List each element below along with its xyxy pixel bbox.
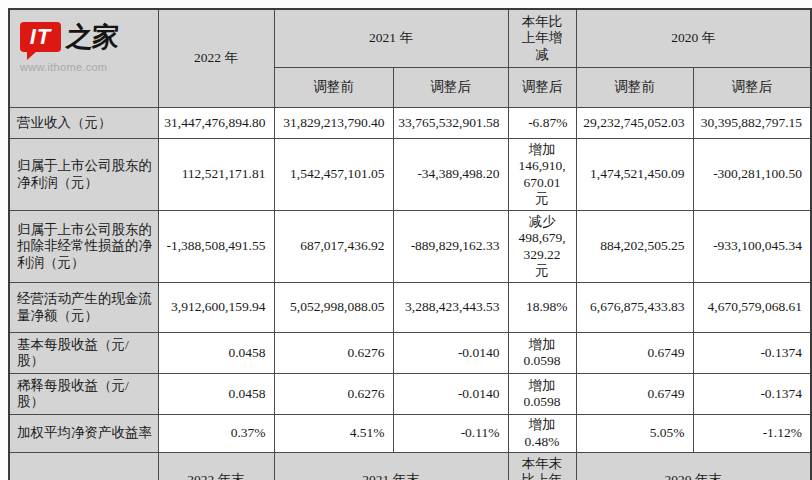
value-cell: -0.1374 [693,333,811,374]
header-change-yoy: 本年比 上年增 减 [508,9,576,68]
value-cell: -34,389,498.20 [393,139,508,211]
table-row: 稀释每股收益（元/股） 0.0458 0.6276 -0.0140 增加 0.0… [9,374,811,415]
financial-table-screenshot: IT 之家 www.ithome.com 2022 年 2021 年 本年比 上… [0,0,812,480]
value-cell: 884,202,505.25 [576,211,693,283]
ithome-logo-url: www.ithome.com [20,59,157,76]
value-cell: 31,829,213,790.40 [274,108,393,139]
value-cell: 30,395,882,797.15 [693,108,811,139]
row-label: 基本每股收益（元/股） [9,333,158,374]
value-cell: -300,281,100.50 [693,139,811,211]
row-label: 加权平均净资产收益率 [9,415,158,453]
value-cell: 687,017,436.92 [274,211,393,283]
value-cell: 0.0458 [158,374,274,415]
row-label: 归属于上市公司股东的 扣除非经常性损益的净 利润（元） [9,211,158,283]
change-cell: 增加 0.0598 [508,333,576,374]
value-cell: 0.6749 [576,374,693,415]
footer-change-eoy: 本年末 比上年 末增减 [508,453,576,480]
value-cell: 0.6749 [576,333,693,374]
subheader-2021-adj-before: 调整前 [274,68,393,108]
value-cell: -0.1374 [693,374,811,415]
footer-year-2022-end: 2022 年末 [158,453,274,480]
subheader-change-adj-after: 调整后 [508,68,576,108]
ithome-logo-brand-text: 之家 [65,29,118,46]
logo-cell: IT 之家 www.ithome.com [9,9,158,108]
change-cell: 增加 0.48% [508,415,576,453]
value-cell: 0.6276 [274,374,393,415]
footer-year-2021-end: 2021 年末 [274,453,508,480]
row-label: 经营活动产生的现金流 量净额（元） [9,283,158,333]
table-row: 归属于上市公司股东的 净利润（元） 112,521,171.81 1,542,4… [9,139,811,211]
row-label: 营业收入（元） [9,108,158,139]
change-cell: -6.87% [508,108,576,139]
header-year-2020: 2020 年 [576,9,811,68]
change-cell: 减少 498,679, 329.22 元 [508,211,576,283]
footer-year-2020-end: 2020 年末 [576,453,811,480]
value-cell: 4,670,579,068.61 [693,283,811,333]
value-cell: 5,052,998,088.05 [274,283,393,333]
subheader-2020-adj-after: 调整后 [693,68,811,108]
value-cell: 6,676,875,433.83 [576,283,693,333]
value-cell: -1,388,508,491.55 [158,211,274,283]
value-cell: 3,912,600,159.94 [158,283,274,333]
value-cell: 31,447,476,894.80 [158,108,274,139]
footer-empty-cell [9,453,158,480]
value-cell: 29,232,745,052.03 [576,108,693,139]
financial-summary-table: IT 之家 www.ithome.com 2022 年 2021 年 本年比 上… [8,8,812,480]
table-row: 归属于上市公司股东的 扣除非经常性损益的净 利润（元） -1,388,508,4… [9,211,811,283]
value-cell: -0.0140 [393,374,508,415]
value-cell: 0.6276 [274,333,393,374]
value-cell: 4.51% [274,415,393,453]
value-cell: 1,542,457,101.05 [274,139,393,211]
ithome-logo: IT 之家 www.ithome.com [11,11,157,76]
value-cell: 33,765,532,901.58 [393,108,508,139]
value-cell: -889,829,162.33 [393,211,508,283]
table-row: 基本每股收益（元/股） 0.0458 0.6276 -0.0140 增加 0.0… [9,333,811,374]
subheader-2020-adj-before: 调整前 [576,68,693,108]
value-cell: -933,100,045.34 [693,211,811,283]
row-label: 归属于上市公司股东的 净利润（元） [9,139,158,211]
header-year-2022: 2022 年 [158,9,274,108]
value-cell: 0.37% [158,415,274,453]
value-cell: 1,474,521,450.09 [576,139,693,211]
row-label: 稀释每股收益（元/股） [9,374,158,415]
value-cell: -0.0140 [393,333,508,374]
value-cell: 112,521,171.81 [158,139,274,211]
change-cell: 增加 146,910, 670.01 元 [508,139,576,211]
value-cell: 0.0458 [158,333,274,374]
value-cell: 3,288,423,443.53 [393,283,508,333]
header-year-2021: 2021 年 [274,9,508,68]
table-row: 营业收入（元） 31,447,476,894.80 31,829,213,790… [9,108,811,139]
change-cell: 增加 0.0598 [508,374,576,415]
ithome-logo-badge: IT [20,22,61,52]
subheader-2021-adj-after: 调整后 [393,68,508,108]
table-row: 经营活动产生的现金流 量净额（元） 3,912,600,159.94 5,052… [9,283,811,333]
change-cell: 18.98% [508,283,576,333]
value-cell: -1.12% [693,415,811,453]
table-row: 加权平均净资产收益率 0.37% 4.51% -0.11% 增加 0.48% 5… [9,415,811,453]
value-cell: 5.05% [576,415,693,453]
value-cell: -0.11% [393,415,508,453]
